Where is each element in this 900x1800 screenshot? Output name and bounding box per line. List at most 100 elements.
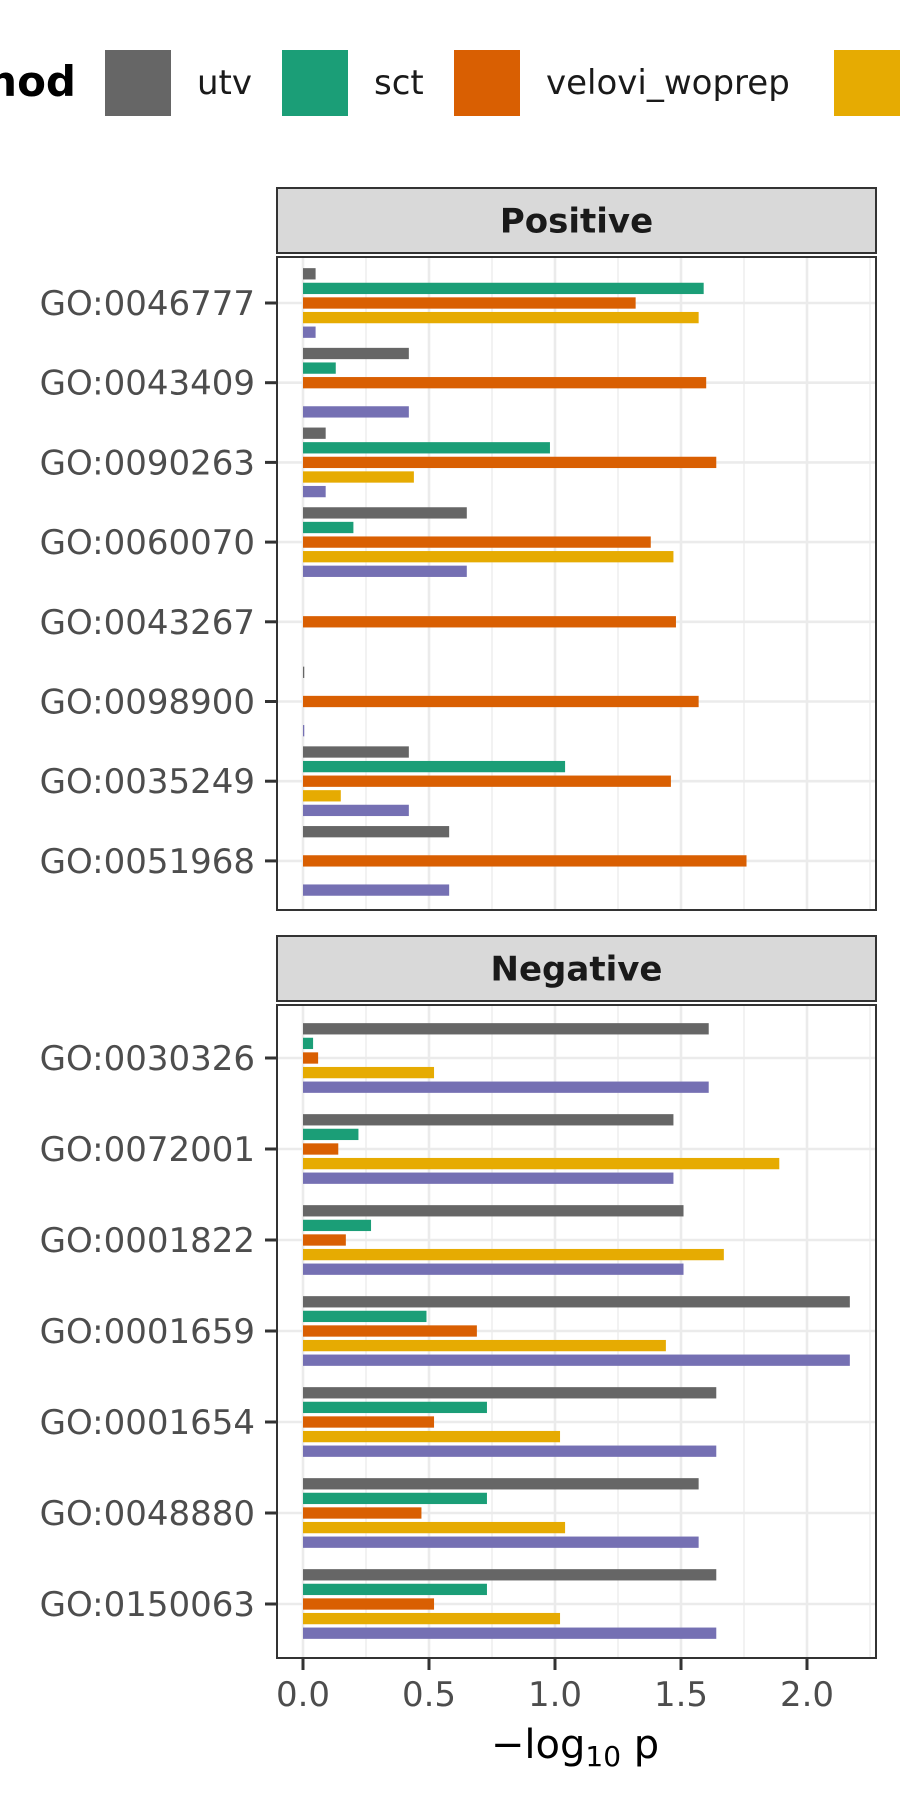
bar-velovi-woprep-go-0035249: [303, 775, 671, 787]
bar-utv-go-0043409: [303, 347, 409, 360]
bar-series-5-go-0001654: [303, 1445, 717, 1457]
y-tick-label: GO:0035249: [40, 762, 255, 802]
bar-series-5-go-0035249: [303, 804, 409, 817]
bar-series-5-go-0030326: [303, 1081, 709, 1093]
bar-sct-go-0048880: [303, 1492, 487, 1505]
x-axis-label-subscript: 10: [585, 1740, 621, 1773]
bar-sct-go-0001822: [303, 1219, 372, 1232]
bar-utv-go-0048880: [303, 1478, 699, 1490]
bar-velovi-woprep-go-0048880: [303, 1507, 422, 1519]
bar-series-5-go-0098900: [303, 725, 305, 737]
bar-utv-go-0001654: [303, 1387, 717, 1399]
bar-sct-go-0090263: [303, 442, 550, 454]
bar-velovi-woprep-go-0030326: [303, 1052, 319, 1064]
panel-positive: Positive GO:0046777 GO:0043409 GO:0090263 GO…: [40, 187, 877, 911]
panel-background: [277, 257, 876, 910]
bar-series-4-go-0001654: [303, 1430, 561, 1443]
y-tick-label: GO:0001659: [40, 1312, 255, 1352]
legend-key-sct: [282, 50, 348, 116]
bar-series-4-go-0150063: [303, 1612, 561, 1625]
bar-utv-go-0046777: [303, 268, 316, 280]
bar-utv-go-0090263: [303, 427, 326, 439]
bar-series-4-go-0060070: [303, 551, 674, 563]
y-tick-label: GO:0060070: [40, 523, 255, 563]
y-tick-label: GO:0030326: [40, 1039, 255, 1079]
bar-series-4-go-0030326: [303, 1066, 435, 1079]
y-tick-label: GO:0001822: [40, 1221, 255, 1261]
legend: Method utv sct velovi_woprep: [0, 50, 900, 116]
bar-sct-go-0043409: [303, 362, 336, 374]
legend-label-sct: sct: [374, 63, 424, 103]
bar-sct-go-0072001: [303, 1128, 359, 1141]
legend-label-utv: utv: [197, 63, 252, 103]
bar-velovi-woprep-go-0051968: [303, 855, 747, 867]
bar-velovi-woprep-go-0001822: [303, 1234, 346, 1246]
bar-velovi-woprep-go-0098900: [303, 695, 699, 708]
bar-utv-go-0051968: [303, 826, 450, 838]
bar-sct-go-0001654: [303, 1401, 487, 1414]
bar-series-4-go-0072001: [303, 1157, 780, 1170]
bar-velovi-woprep-go-0150063: [303, 1598, 435, 1610]
legend-key-series-4: [834, 50, 900, 116]
legend-title: Method: [0, 57, 76, 106]
bar-series-5-go-0051968: [303, 884, 450, 896]
bar-sct-go-0035249: [303, 760, 566, 773]
panel-border: [276, 256, 877, 911]
x-axis: 0.0 0.5 1.0 1.5 2.0: [276, 1658, 834, 1715]
bar-series-5-go-0043409: [303, 406, 409, 418]
bar-velovi-woprep-go-0001659: [303, 1325, 477, 1337]
bar-velovi-woprep-go-0090263: [303, 456, 717, 469]
bar-sct-go-0030326: [303, 1037, 314, 1050]
panel-border: [276, 1004, 877, 1659]
bar-series-5-go-0072001: [303, 1172, 674, 1184]
bar-velovi-woprep-go-0001654: [303, 1416, 435, 1428]
y-tick-label: GO:0043267: [40, 603, 255, 643]
bar-series-5-go-0001822: [303, 1263, 684, 1275]
bar-series-5-go-0150063: [303, 1627, 717, 1639]
x-axis-label-main: −log: [491, 1722, 586, 1768]
bar-sct-go-0150063: [303, 1583, 487, 1596]
bar-sct-go-0046777: [303, 282, 704, 295]
bar-series-5-go-0001659: [303, 1354, 850, 1366]
bar-series-5-go-0090263: [303, 485, 326, 498]
bar-series-5-go-0046777: [303, 326, 316, 338]
y-tick-label: GO:0043409: [40, 364, 255, 404]
bar-utv-go-0072001: [303, 1114, 674, 1126]
bar-series-5-go-0048880: [303, 1536, 699, 1548]
x-tick-label: 0.5: [402, 1675, 456, 1715]
panel-title-positive: Positive: [500, 202, 653, 242]
bar-utv-go-0098900: [303, 666, 305, 678]
panel-strip-positive: [276, 187, 877, 254]
x-tick-label: 1.0: [528, 1675, 582, 1715]
bar-utv-go-0035249: [303, 746, 409, 758]
bar-velovi-woprep-go-0060070: [303, 536, 651, 548]
y-tick-label: GO:0001654: [40, 1403, 255, 1443]
legend-key-velovi-woprep: [454, 50, 520, 116]
legend-key-utv: [105, 50, 171, 116]
bar-sct-go-0001659: [303, 1310, 427, 1323]
bar-series-4-go-0048880: [303, 1521, 566, 1534]
bar-series-4-go-0001822: [303, 1248, 724, 1261]
bar-series-4-go-0001659: [303, 1339, 666, 1352]
y-tick-label: GO:0098900: [40, 683, 255, 723]
bar-utv-go-0030326: [303, 1023, 709, 1035]
bar-series-5-go-0060070: [303, 565, 467, 577]
bar-series-4-go-0035249: [303, 790, 341, 802]
bar-utv-go-0001822: [303, 1205, 684, 1217]
x-axis-label: −log10 p: [491, 1722, 659, 1773]
chart-panels: Positive GO:0046777 GO:0043409 GO:0090263 GO…: [40, 187, 877, 1659]
y-tick-label: GO:0072001: [40, 1130, 255, 1170]
bar-series-4-go-0046777: [303, 311, 699, 324]
y-tick-label: GO:0090263: [40, 443, 255, 483]
panel-strip-negative: [276, 935, 877, 1002]
panel-negative: Negative GO:0030326 GO:0072001 GO:0001822 GO…: [40, 935, 877, 1659]
bar-utv-go-0001659: [303, 1296, 850, 1308]
panel-title-negative: Negative: [491, 950, 663, 990]
bar-velovi-woprep-go-0046777: [303, 297, 636, 309]
x-tick-label: 0.0: [276, 1675, 330, 1715]
y-tick-label: GO:0051968: [40, 842, 255, 882]
bar-series-4-go-0090263: [303, 471, 414, 483]
bar-velovi-woprep-go-0043409: [303, 377, 707, 389]
y-tick-label: GO:0048880: [40, 1494, 255, 1534]
y-tick-label: GO:0046777: [40, 284, 255, 324]
